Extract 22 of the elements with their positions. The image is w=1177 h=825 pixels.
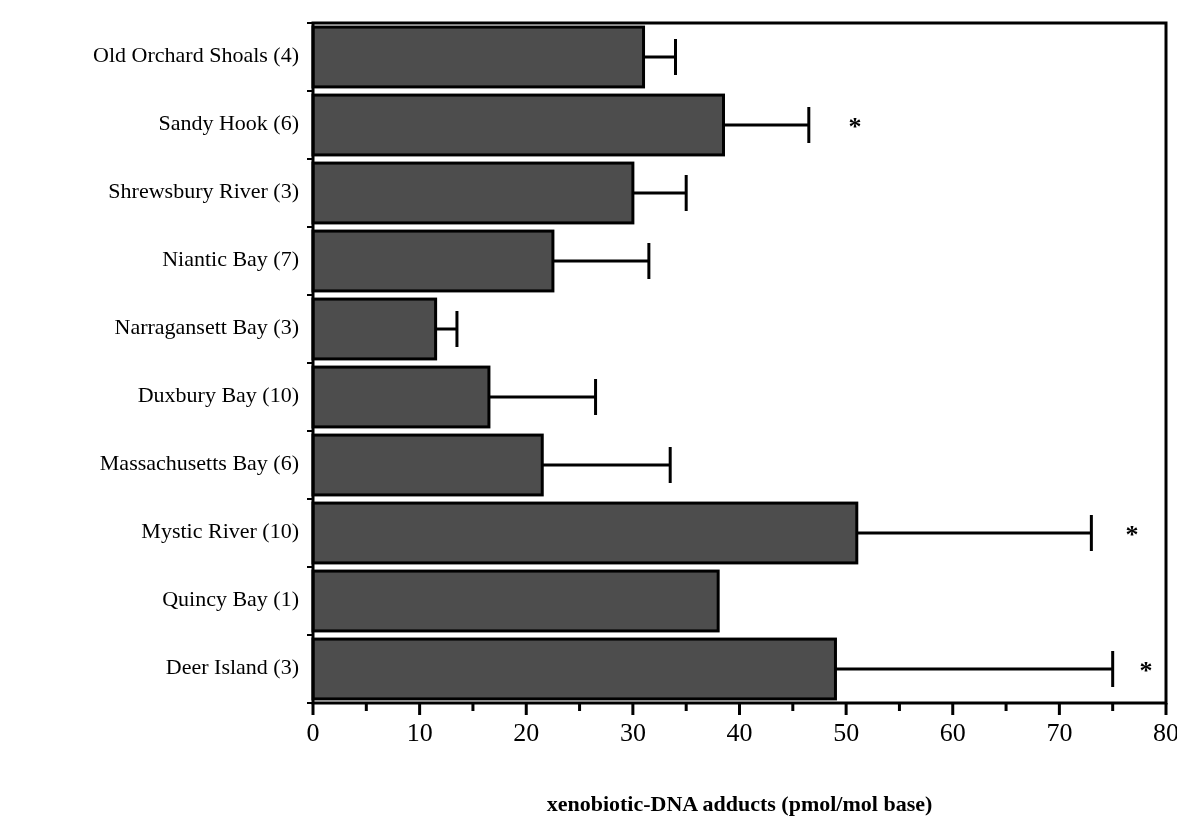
annotation: * [1139, 656, 1153, 685]
y-tick-label: Duxbury Bay (10) [137, 382, 299, 408]
annotation: * [1125, 520, 1139, 549]
x-tick-label: 0 [306, 718, 320, 747]
annotation: * [848, 112, 862, 141]
y-tick-label: Sandy Hook (6) [158, 110, 299, 136]
y-tick-label: Shrewsbury River (3) [108, 178, 299, 204]
x-tick-label: 20 [513, 718, 540, 747]
y-tick-label: Niantic Bay (7) [162, 246, 299, 272]
y-tick-label: Deer Island (3) [165, 654, 299, 680]
x-axis-title: xenobiotic-DNA adducts (pmol/mol base) [546, 791, 933, 816]
x-tick-label: 40 [726, 718, 753, 747]
y-tick-label: Massachusetts Bay (6) [99, 450, 299, 476]
x-tick-label: 70 [1046, 718, 1073, 747]
y-tick-label: Narragansett Bay (3) [114, 314, 299, 340]
x-tick-label: 30 [619, 718, 646, 747]
y-tick-label: Mystic River (10) [141, 518, 299, 544]
y-tick-label: Old Orchard Shoals (4) [93, 42, 299, 68]
y-tick-label: Quincy Bay (1) [162, 586, 299, 612]
x-tick-label: 60 [939, 718, 966, 747]
x-tick-label: 50 [833, 718, 860, 747]
x-tick-label: 10 [406, 718, 433, 747]
